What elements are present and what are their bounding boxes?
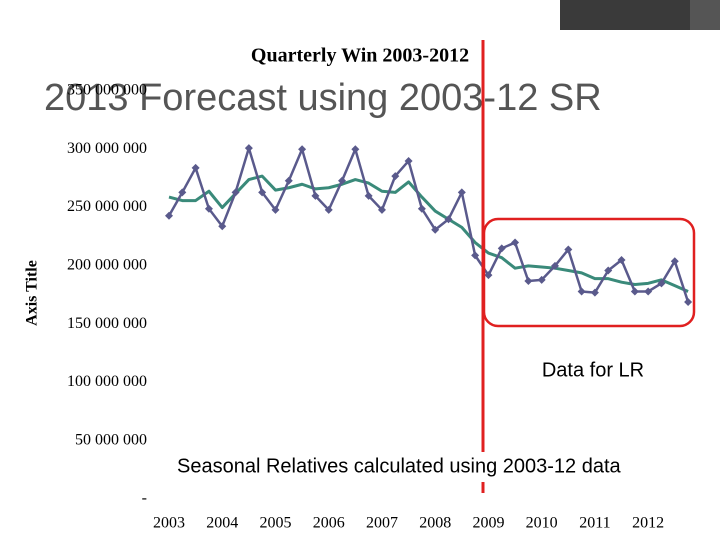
x-tick-label: 2012 [632, 515, 664, 532]
data-point [404, 156, 413, 165]
x-tick-label: 2004 [206, 515, 238, 532]
x-tick-label: 2007 [366, 515, 398, 532]
annotation-bg [175, 452, 697, 482]
data-point [204, 204, 213, 213]
annotation-bg [488, 355, 668, 389]
highlight-box [482, 217, 696, 328]
x-tick-label: 2006 [313, 515, 345, 532]
y-tick-label: 250 000 000 [67, 198, 147, 215]
data-point [165, 211, 173, 220]
data-point [218, 222, 227, 231]
data-point [471, 251, 480, 260]
y-tick-label: - [142, 490, 147, 507]
x-tick-label: 2009 [472, 515, 504, 532]
x-tick-label: 2005 [259, 515, 291, 532]
data-point [338, 176, 347, 185]
data-point [497, 244, 506, 253]
data-point [258, 188, 267, 197]
data-point [511, 238, 520, 247]
plot: - 50 000 000 100 000 000 150 000 000 200 000… [67, 82, 693, 532]
data-point [617, 256, 626, 265]
data-point [364, 191, 373, 200]
data-point [457, 188, 466, 197]
data-point [590, 288, 599, 297]
top-bar-square [690, 0, 720, 30]
data-point [311, 191, 320, 200]
annotation: Seasonal Relatives calculated using 2003… [177, 455, 622, 477]
data-point [670, 257, 679, 266]
y-tick-label: 300 000 000 [67, 140, 147, 157]
data-point [630, 287, 639, 296]
annotation: Data for LR [542, 359, 644, 381]
data-point [657, 279, 666, 288]
x-tick-label: 2008 [419, 515, 451, 532]
data-point [391, 172, 400, 181]
slide-heading: 2013 Forecast using 2003-12 SR [44, 77, 602, 119]
data-point [484, 271, 493, 280]
y-tick-label: 50 000 000 [75, 431, 147, 448]
x-tick-label: 2011 [579, 515, 610, 532]
data-point [231, 188, 240, 197]
data-point [524, 277, 533, 286]
y-tick-label: 100 000 000 [67, 373, 147, 390]
series-line [168, 174, 689, 293]
y-tick-label: 200 000 000 [67, 257, 147, 274]
data-point [178, 188, 187, 197]
y-axis-title: Axis Title [24, 260, 41, 326]
x-tick-label: 2003 [153, 515, 185, 532]
data-point [271, 205, 280, 214]
data-point [644, 287, 653, 296]
data-point [550, 261, 559, 270]
data-point [537, 275, 546, 284]
data-point [417, 204, 426, 213]
data-point [191, 163, 200, 172]
data-point [604, 266, 613, 275]
chart-title: Quarterly Win 2003-2012 [251, 45, 469, 67]
data-point [577, 287, 586, 296]
data-point [244, 144, 253, 153]
series-line [167, 146, 690, 303]
data-point [431, 225, 440, 234]
data-point [298, 145, 307, 154]
y-tick-label: 150 000 000 [67, 315, 147, 332]
x-tick-label: 2010 [526, 515, 558, 532]
data-point [444, 215, 453, 224]
data-point [351, 145, 360, 154]
data-point [324, 205, 333, 214]
data-point [564, 245, 573, 254]
data-point [684, 297, 693, 306]
data-point [284, 176, 293, 185]
data-point [377, 205, 386, 214]
y-tick-label: 350 000 000 [67, 82, 147, 99]
